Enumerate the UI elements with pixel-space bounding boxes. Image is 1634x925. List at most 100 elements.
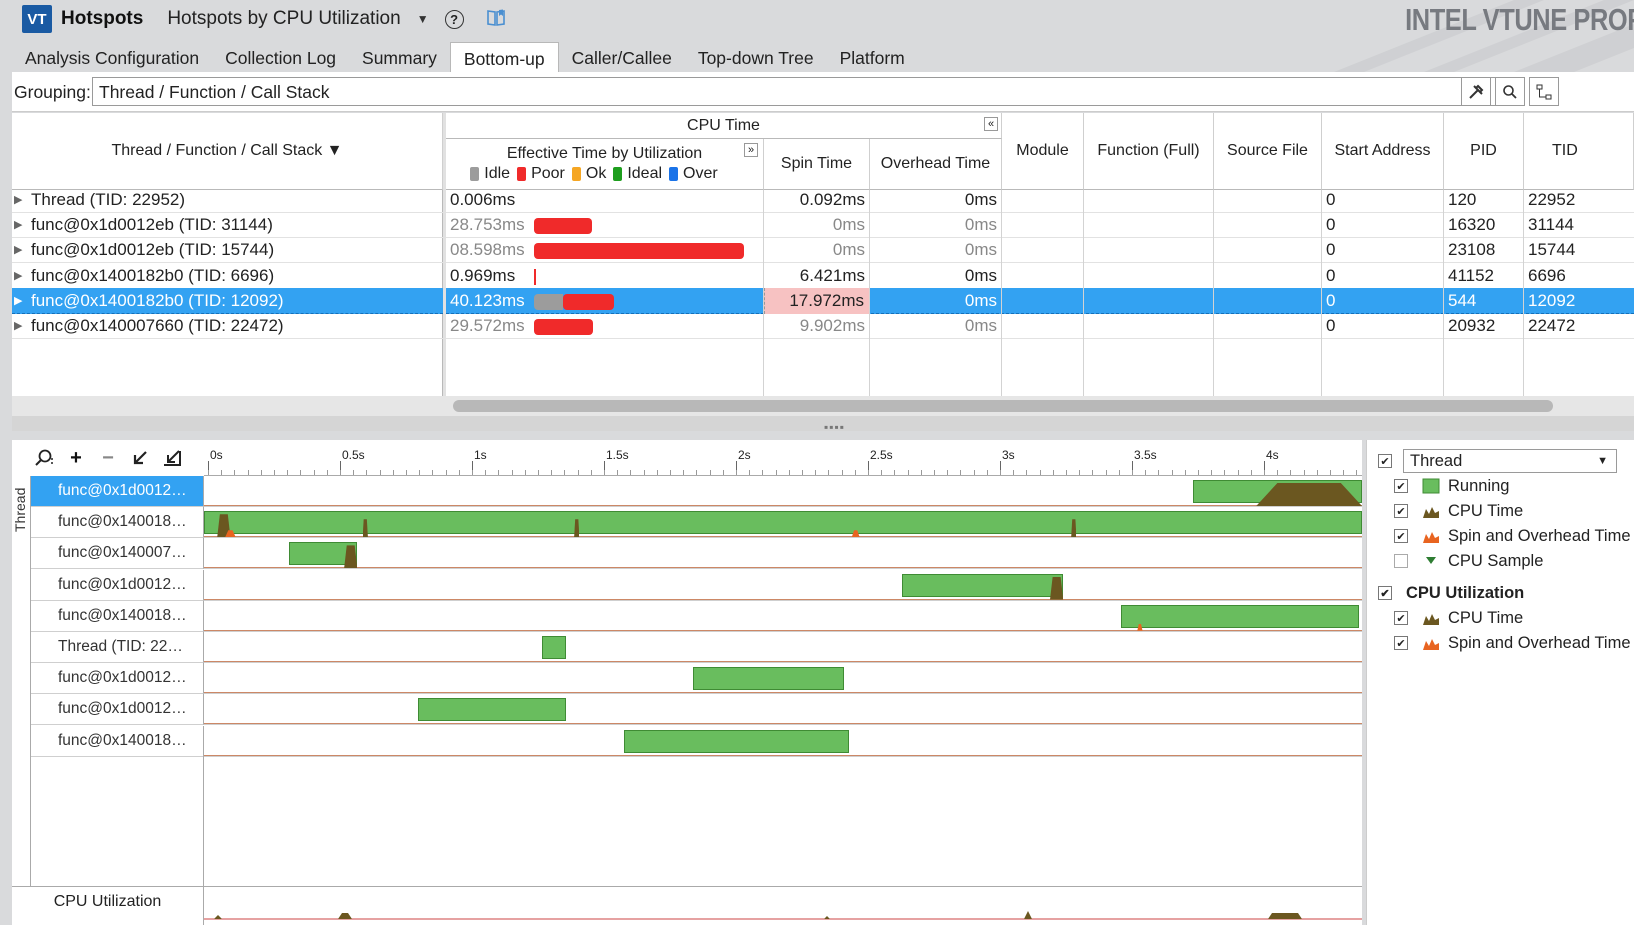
expand-row-icon[interactable]: ▶ [14,269,23,282]
table-row[interactable]: 0.006ms 0.092ms 0ms 0 120 22952 [446,187,1634,213]
tab-analysis-configuration[interactable]: Analysis Configuration [25,48,200,68]
analysis-dropdown-icon[interactable]: ▼ [416,12,429,26]
spin-time-cell: 17.972ms [764,287,870,314]
thread-track[interactable] [204,663,1362,695]
table-row[interactable]: 08.598ms 0ms 0ms 0 23108 15744 [446,237,1634,264]
pid-cell: 120 [1448,190,1477,209]
column-header-pid[interactable]: PID [1444,113,1524,190]
thread-label[interactable]: func@0x1d0012… [31,663,204,695]
column-header-effective-time[interactable]: Effective Time by Utilization Idle Poor Ok… [446,139,764,190]
tab-bottom-up[interactable]: Bottom-up [449,42,559,72]
thread-track[interactable] [204,632,1362,663]
tab-collection-log[interactable]: Collection Log [225,48,337,68]
time-tick-label: 3.5s [1134,448,1157,462]
effective-time-value: 08.598ms [450,240,525,260]
expand-row-icon[interactable]: ▶ [14,219,23,232]
thread-label[interactable]: func@0x140018… [31,600,204,632]
tab-top-down-tree[interactable]: Top-down Tree [697,48,814,68]
legend-checkbox[interactable]: ✔ [1394,504,1408,518]
table-row[interactable]: ▶ func@0x1400182b0 (TID: 12092) [12,287,443,314]
legend-checkbox[interactable] [1394,554,1408,568]
zoom-out-icon[interactable]: − [102,446,114,469]
column-header-overhead-time[interactable]: Overhead Time [870,139,1002,190]
table-row[interactable]: 29.572ms 9.902ms 0ms 0 20932 22472 [446,313,1634,339]
help-icon[interactable]: ? [444,9,464,29]
time-minor-tick [300,470,302,475]
thread-label[interactable]: func@0x140018… [31,507,204,539]
pane-splitter[interactable] [443,113,446,431]
cpu-time-mark [1071,519,1077,538]
thread-track[interactable] [204,507,1362,539]
expand-row-icon[interactable]: ▶ [14,244,23,257]
zoom-search-icon[interactable] [32,446,56,470]
thread-band-checkbox[interactable]: ✔ [1378,454,1392,468]
legend-checkbox[interactable]: ✔ [1394,529,1408,543]
legend-checkbox[interactable]: ✔ [1394,611,1408,625]
column-header-call-stack[interactable]: Thread / Function / Call Stack ▼ [12,113,443,190]
tab-caller-callee[interactable]: Caller/Callee [571,48,672,68]
running-interval [418,698,567,722]
panel-splitter[interactable]: ▪▪▪▪ [12,416,1634,431]
legend-checkbox[interactable]: ✔ [1394,479,1408,493]
expand-row-icon[interactable]: ▶ [14,320,23,332]
table-row[interactable]: 28.753ms 0ms 0ms 0 16320 31144 [446,212,1634,239]
horizontal-scrollbar-thumb[interactable] [453,400,1553,412]
column-header-module[interactable]: Module [1002,113,1084,190]
time-minor-tick [934,470,935,475]
call-stack-mode-button[interactable] [1529,77,1559,106]
thread-track[interactable] [204,538,1362,570]
thread-label[interactable]: Thread (TID: 22… [31,632,204,663]
thread-label[interactable]: func@0x1d0012… [31,476,204,507]
column-header-tid[interactable]: TID [1524,113,1634,190]
thread-label[interactable]: func@0x1d0012… [31,694,204,726]
thread-track[interactable] [204,601,1362,632]
customize-grouping-button[interactable] [1461,77,1491,106]
reset-zoom-icon[interactable] [160,446,184,470]
analysis-title[interactable]: Hotspots by CPU Utilization [167,8,401,29]
search-button[interactable] [1495,77,1525,106]
legend-checkbox[interactable]: ✔ [1394,636,1408,650]
thread-label[interactable]: func@0x140007… [31,538,204,570]
cpu-utilization-checkbox[interactable]: ✔ [1378,586,1392,600]
spin-time-mark [225,530,236,538]
time-minor-tick [670,470,671,475]
zoom-to-selection-icon[interactable] [128,446,152,470]
table-row[interactable]: 0.969ms 6.421ms 0ms 0 41152 6696 [446,263,1634,289]
thread-label[interactable]: func@0x1d0012… [31,569,204,601]
thread-band-select[interactable]: Thread ▼ [1403,449,1617,473]
tab-summary[interactable]: Summary [362,48,437,68]
cpu-time-mark [217,514,231,538]
zoom-in-icon[interactable]: + [70,446,82,469]
column-header-start-address[interactable]: Start Address [1322,113,1444,190]
table-row[interactable]: ▶ func@0x1d0012eb (TID: 31144) [12,212,443,239]
legend-item-cpu-time: ✔ CPU Time [1394,499,1523,523]
time-minor-tick [894,470,896,475]
time-minor-tick [326,470,328,475]
thread-track[interactable] [204,694,1362,726]
column-header-function-full[interactable]: Function (Full) [1084,113,1214,190]
start-address-cell: 0 [1326,316,1336,335]
table-row[interactable]: ▶ func@0x140007660 (TID: 22472) [12,313,443,339]
documentation-icon[interactable] [486,7,506,32]
column-header-spin-time[interactable]: Spin Time [764,139,870,190]
thread-label[interactable]: func@0x140018… [31,725,204,757]
time-minor-tick [274,470,275,475]
thread-track[interactable] [204,726,1362,757]
table-row[interactable]: ▶ func@0x1400182b0 (TID: 6696) [12,263,443,289]
collapse-cpu-time-button[interactable]: « [984,117,998,131]
time-minor-tick [1316,470,1318,475]
expand-row-icon[interactable]: ▶ [14,194,23,206]
expand-effective-time-button[interactable]: » [744,143,758,157]
sample-swatch-icon [1422,553,1440,569]
thread-track[interactable] [204,476,1362,507]
table-row[interactable]: 40.123ms 17.972ms 0ms 0 544 12092 [446,287,1634,314]
grid-right-pane: CPU Time « Effective Time by Utilization… [446,113,1634,431]
thread-track[interactable] [204,570,1362,601]
table-row[interactable]: ▶ Thread (TID: 22952) [12,187,443,213]
grouping-select[interactable]: Thread / Function / Call Stack ▼ [92,77,1518,106]
expand-row-icon[interactable]: ▶ [14,294,23,307]
table-row[interactable]: ▶ func@0x1d0012eb (TID: 15744) [12,237,443,264]
column-header-source-file[interactable]: Source File [1214,113,1322,190]
legend-label: Running [1448,476,1510,495]
tab-platform[interactable]: Platform [839,48,905,68]
